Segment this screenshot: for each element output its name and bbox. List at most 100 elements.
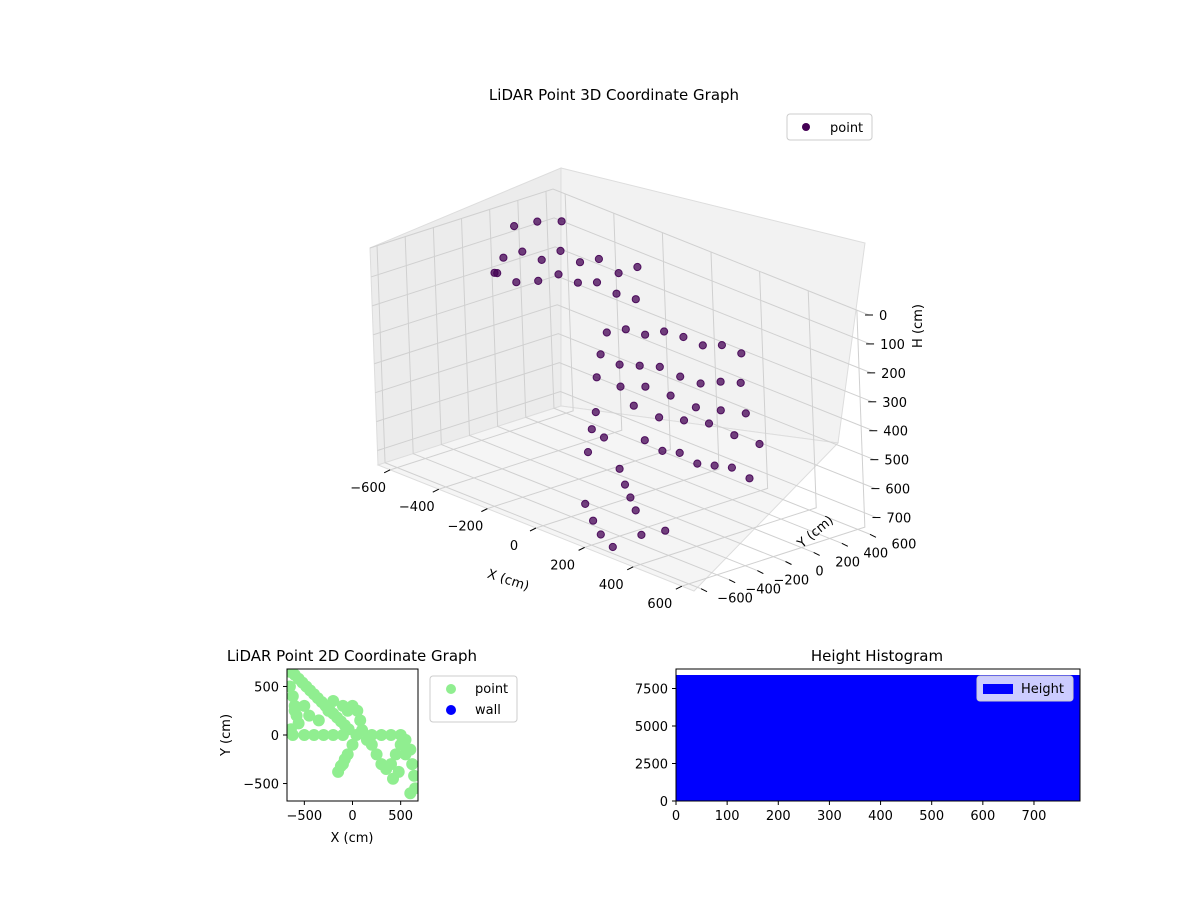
- y-3d-tick-mark: [757, 570, 764, 575]
- point-3d: [614, 269, 623, 278]
- point-3d: [679, 416, 689, 425]
- hist-x-tick-label: 600: [970, 809, 995, 824]
- hist-y-tick-label: 5000: [635, 720, 668, 735]
- height-histogram: Height Histogram 0 100 200 300 400 500 600 7000…: [635, 647, 1081, 825]
- grid-line-y: [545, 191, 871, 535]
- x-3d-tick-mark: [675, 585, 683, 590]
- point-3d: [679, 332, 688, 342]
- x-3d-tick-mark: [432, 488, 439, 493]
- point-2d: [336, 729, 349, 741]
- histogram-legend: Height: [976, 675, 1074, 702]
- y-3d-tick-mark: [700, 588, 708, 593]
- point-3d: [691, 403, 701, 412]
- floor-pane: [376, 405, 840, 592]
- grid-line-h: [377, 391, 877, 518]
- x-axis-3d-ticks: −600 −400 −200 0 200 400 600: [350, 469, 683, 612]
- x-3d-tick-label: 400: [599, 578, 624, 593]
- point-3d: [716, 377, 725, 386]
- plot-2d: LiDAR Point 2D Coordinate Graph −500−500…: [219, 647, 518, 846]
- grid-line-y: [461, 218, 786, 562]
- point-3d: [621, 325, 630, 334]
- histogram-title: Height Histogram: [811, 647, 943, 665]
- y-2d-tick-label: 500: [254, 680, 279, 695]
- point-3d: [518, 247, 527, 256]
- grid-line-y: [404, 236, 730, 581]
- histogram-legend-label: Height: [1021, 682, 1064, 697]
- z-3d-tick-label: 700: [886, 512, 911, 527]
- x-3d-tick-label: −200: [448, 520, 484, 535]
- point-3d: [620, 480, 630, 489]
- legend-frame: [786, 113, 873, 141]
- hist-y-tick-label: 0: [660, 795, 668, 810]
- point-2d: [287, 690, 299, 703]
- histogram-ticks: 0 100 200 300 400 500 600 700 0 2500 5000 7500: [635, 683, 1046, 825]
- point-3d: [675, 448, 684, 457]
- x-3d-tick-label: 600: [647, 597, 672, 612]
- plot-2d-x-label: X (cm): [331, 831, 374, 846]
- point-3d: [612, 289, 621, 298]
- histogram-frame: [675, 668, 1081, 802]
- point-3d: [737, 349, 746, 358]
- x-axis-3d-label: X (cm): [485, 567, 531, 595]
- z-axis-3d-label: H (cm): [911, 304, 926, 348]
- point-3d: [587, 425, 596, 434]
- y-3d-tick-label: −400: [745, 583, 781, 598]
- point-3d: [629, 401, 638, 410]
- point-2d: [338, 753, 351, 766]
- point-3d: [499, 253, 508, 262]
- point-3d: [615, 464, 624, 473]
- grid-line-h: [371, 246, 872, 374]
- grid-line-x: [438, 213, 623, 490]
- point-3d: [717, 341, 727, 350]
- point-3d: [608, 542, 617, 552]
- y-3d-tick-mark: [813, 551, 820, 556]
- z-3d-tick-label: 100: [880, 338, 905, 353]
- x-3d-tick-label: −400: [399, 500, 435, 515]
- grid-line-x: [633, 290, 817, 568]
- point-3d: [637, 530, 646, 540]
- y-3d-tick-label: 0: [815, 565, 823, 580]
- legend-marker-wall: [446, 705, 456, 715]
- point-3d: [533, 217, 542, 226]
- hist-x-tick-label: 500: [919, 809, 944, 824]
- x-2d-tick-label: 0: [348, 809, 356, 824]
- point-2d: [408, 769, 418, 782]
- point-3d: [666, 391, 675, 400]
- point-3d: [631, 506, 640, 515]
- plot-3d-title: LiDAR Point 3D Coordinate Graph: [489, 86, 739, 104]
- hist-x-tick-label: 400: [868, 809, 893, 824]
- point-3d: [512, 278, 521, 287]
- x-3d-tick-label: 0: [510, 539, 518, 554]
- point-3d: [581, 499, 590, 508]
- point-3d: [602, 328, 611, 337]
- point-3d: [592, 373, 601, 382]
- point-3d: [741, 409, 750, 418]
- point-2d: [406, 758, 418, 771]
- y-3d-tick-label: 200: [835, 555, 860, 570]
- point-2d: [404, 787, 417, 800]
- z-3d-tick-label: 300: [882, 396, 907, 411]
- point-3d: [615, 360, 624, 369]
- legend-marker-point: [802, 123, 810, 131]
- hist-x-tick-label: 100: [715, 809, 740, 824]
- grid-line-y: [376, 245, 702, 590]
- y-2d-tick-label: 0: [271, 729, 279, 744]
- point-2d: [322, 704, 335, 717]
- point-3d: [596, 530, 605, 539]
- point-3d: [698, 341, 707, 350]
- plot-3d-legend: point: [786, 113, 873, 141]
- point-2d: [288, 704, 301, 717]
- x-3d-tick-mark: [627, 566, 634, 571]
- grid-line-h: [375, 333, 875, 461]
- hist-y-tick-label: 2500: [635, 758, 668, 773]
- grid-line-x: [487, 232, 671, 510]
- grid-line-x: [535, 251, 720, 529]
- hist-x-tick-label: 700: [1022, 809, 1047, 824]
- point-2d: [394, 729, 407, 741]
- point-3d: [641, 330, 650, 339]
- point-2d: [317, 729, 330, 741]
- grid-line-x: [681, 310, 866, 587]
- scatter-3d-points: [490, 217, 764, 552]
- z-3d-tick-label: 600: [885, 483, 910, 498]
